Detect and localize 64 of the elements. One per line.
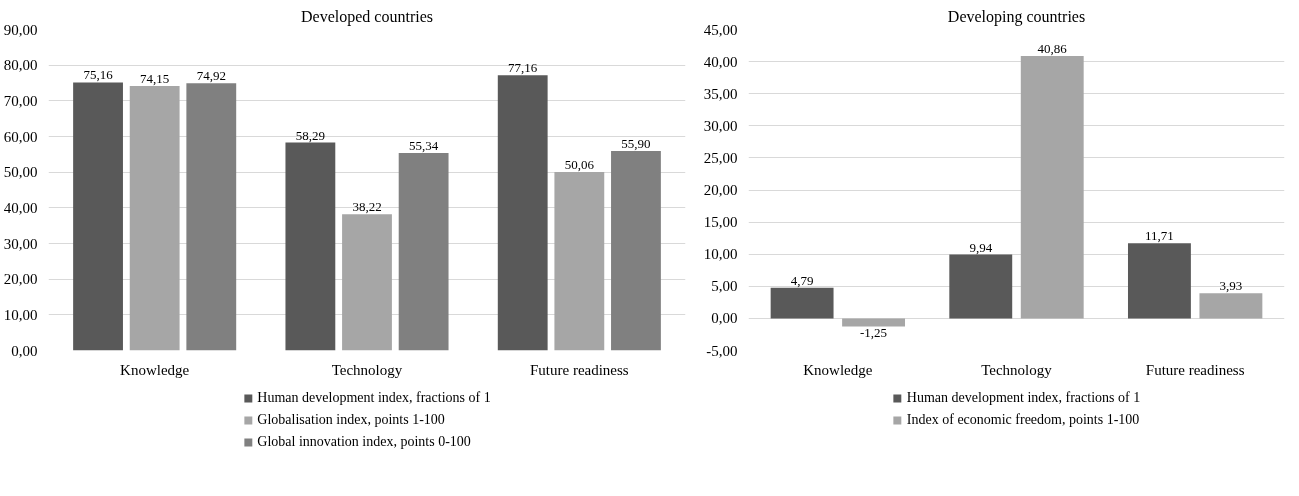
bar xyxy=(842,318,906,327)
y-tick-label: 25,00 xyxy=(703,149,738,166)
data-label: 74,15 xyxy=(140,71,170,87)
y-tick-label: 80,00 xyxy=(3,57,38,74)
data-label: 55,34 xyxy=(409,138,439,154)
y-tick-label: 10,00 xyxy=(703,246,738,263)
bar xyxy=(611,151,661,351)
y-tick-label: 40,00 xyxy=(703,53,738,70)
y-tick-label: 50,00 xyxy=(3,164,38,181)
legend-label: Global innovation index, points 0-100 xyxy=(257,434,471,450)
data-label: 74,92 xyxy=(196,68,226,84)
y-tick-label: 35,00 xyxy=(703,85,738,102)
y-tick-label: 30,00 xyxy=(703,117,738,134)
bar xyxy=(1199,293,1263,319)
bar xyxy=(554,171,605,351)
bar xyxy=(1020,56,1084,319)
x-tick-label: Knowledge xyxy=(803,361,873,378)
data-label: 38,22 xyxy=(352,199,382,215)
data-label: 58,29 xyxy=(295,127,325,143)
data-label: 40,86 xyxy=(1037,41,1068,57)
data-label: 11,71 xyxy=(1145,228,1174,244)
chart-title: Developed countries xyxy=(301,7,433,26)
data-label: 3,93 xyxy=(1219,278,1243,294)
data-label: 55,90 xyxy=(621,136,651,152)
bar xyxy=(186,83,237,351)
y-tick-label: 10,00 xyxy=(3,306,38,323)
bar xyxy=(73,82,123,351)
legend-label: Human development index, fractions of 1 xyxy=(906,390,1141,406)
bar xyxy=(949,254,1013,319)
legend-label: Index of economic freedom, points 1-100 xyxy=(906,412,1140,428)
bar xyxy=(497,75,548,351)
y-tick-label: 20,00 xyxy=(3,271,38,288)
bar xyxy=(770,287,834,319)
y-tick-label: 0,00 xyxy=(11,342,38,359)
y-tick-label: 0,00 xyxy=(711,310,738,327)
x-tick-label: Future readiness xyxy=(529,361,629,378)
x-tick-label: Technology xyxy=(331,361,403,378)
data-label: 50,06 xyxy=(564,156,595,172)
y-tick-label: 20,00 xyxy=(703,182,738,198)
y-tick-label: 45,00 xyxy=(703,21,738,38)
y-tick-label: 70,00 xyxy=(3,92,38,109)
bar xyxy=(398,153,449,351)
y-tick-label: 60,00 xyxy=(3,128,38,145)
data-label: 9,94 xyxy=(969,239,993,255)
bar xyxy=(1127,243,1191,319)
data-label: -1,25 xyxy=(860,325,888,341)
legend-label: Human development index, fractions of 1 xyxy=(257,390,491,406)
y-tick-label: 90,00 xyxy=(3,21,38,38)
bar xyxy=(129,86,180,351)
x-tick-label: Future readiness xyxy=(1145,361,1245,378)
y-tick-label: 40,00 xyxy=(3,199,38,216)
bar xyxy=(342,214,392,351)
x-tick-label: Knowledge xyxy=(120,361,190,378)
y-tick-label: 5,00 xyxy=(711,278,738,295)
y-tick-label: 15,00 xyxy=(703,214,738,231)
data-label: 75,16 xyxy=(83,67,114,83)
y-tick-label: -5,00 xyxy=(706,342,738,359)
x-tick-label: Technology xyxy=(981,361,1053,378)
data-label: 4,79 xyxy=(790,272,814,288)
chart-title: Developing countries xyxy=(947,7,1086,26)
data-label: 77,16 xyxy=(508,60,538,76)
legend-label: Globalisation index, points 1-100 xyxy=(257,412,445,428)
bar xyxy=(285,142,336,351)
y-tick-label: 30,00 xyxy=(3,235,38,252)
